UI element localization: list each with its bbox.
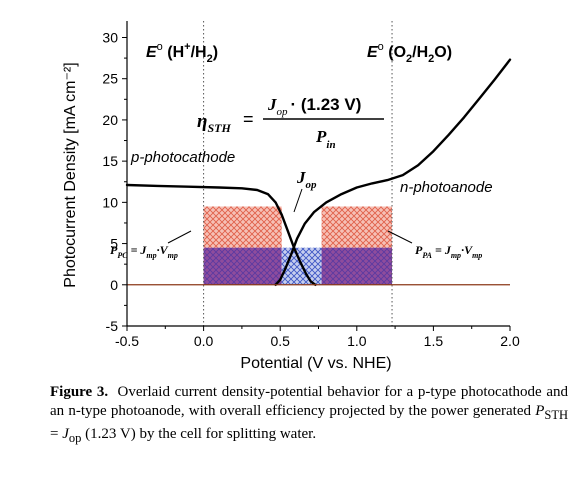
e-hydrogen-label: Eo (H+/H2) (146, 41, 218, 65)
chart-svg: -0.5 0.0 0.5 1.0 1.5 2.0 -5 0 5 10 15 20 25 30 Potent… (62, 21, 520, 372)
svg-text:ηSTH: ηSTH (197, 111, 231, 135)
svg-text:Pin: Pin (315, 127, 336, 151)
x-tick-label: -0.5 (115, 333, 139, 349)
caption-label: Figure 3. (50, 384, 109, 400)
caption-formula-eq: = (50, 426, 63, 442)
region-overlap-left (203, 247, 282, 285)
caption-text-end: by the cell for splitting water. (135, 426, 317, 442)
x-tick-label: 1.0 (347, 333, 367, 349)
efficiency-equation: ηSTH = Jop · (1.23 V) Pin (197, 95, 384, 151)
p-pc-pointer (167, 230, 192, 244)
region-p-pc (203, 206, 282, 248)
p-pc-label: PPC = Jmp·Vmp (110, 243, 178, 260)
y-tick-label: 10 (102, 194, 118, 210)
j-op-pointer (293, 188, 303, 213)
y-tick-label: -5 (106, 318, 119, 334)
caption-text: Overlaid current density-potential behav… (50, 384, 568, 419)
e-oxygen-label: Eo (O2/H2O) (367, 41, 452, 65)
x-tick-label: 0.0 (194, 333, 214, 349)
caption-formula-p-sub: STH (544, 408, 568, 422)
region-overlap-right (321, 247, 393, 285)
p-pa-label: PPA = Jmp·Vmp (415, 243, 482, 260)
series-group (125, 58, 512, 286)
y-tick-label: 15 (102, 153, 118, 169)
ticks: -0.5 0.0 0.5 1.0 1.5 2.0 -5 0 5 10 15 20 25 30 (102, 29, 520, 349)
figure-caption: Figure 3. Overlaid current density-poten… (50, 383, 568, 448)
region-p-pa (321, 206, 393, 248)
caption-formula-rest: (1.23 V) (81, 426, 136, 442)
y-tick-label: 0 (110, 277, 118, 293)
x-axis-title: Potential (V vs. NHE) (240, 355, 391, 372)
y-tick-label: 25 (102, 71, 118, 87)
p-photocathode-label: p-photocathode (130, 149, 235, 166)
y-axis-title: Photocurrent Density [mA cm⁻²] (62, 62, 79, 287)
reference-lines (203, 21, 393, 326)
x-tick-label: 2.0 (500, 333, 520, 349)
series-line-0 (125, 183, 317, 286)
y-tick-label: 20 (102, 112, 118, 128)
y-tick-label: 5 (110, 236, 118, 252)
x-tick-label: 0.5 (270, 333, 290, 349)
power-regions (203, 206, 393, 285)
caption-formula-j-sub: op (68, 431, 82, 445)
svg-text:=: = (243, 109, 254, 129)
j-op-label: Jop (296, 168, 317, 191)
caption-formula-j: J (62, 426, 69, 442)
x-tick-label: 1.5 (424, 333, 444, 349)
caption-formula-p: P (535, 403, 545, 419)
y-tick-label: 30 (102, 29, 118, 45)
svg-text:Jop· (1.23 V): Jop · (1.23 V) (267, 95, 361, 118)
p-pa-pointer (387, 230, 413, 244)
series-line-1 (274, 58, 512, 286)
n-photoanode-label: n-photoanode (400, 179, 493, 196)
chart-figure: -0.5 0.0 0.5 1.0 1.5 2.0 -5 0 5 10 15 20 25 30 Potent… (62, 21, 520, 372)
